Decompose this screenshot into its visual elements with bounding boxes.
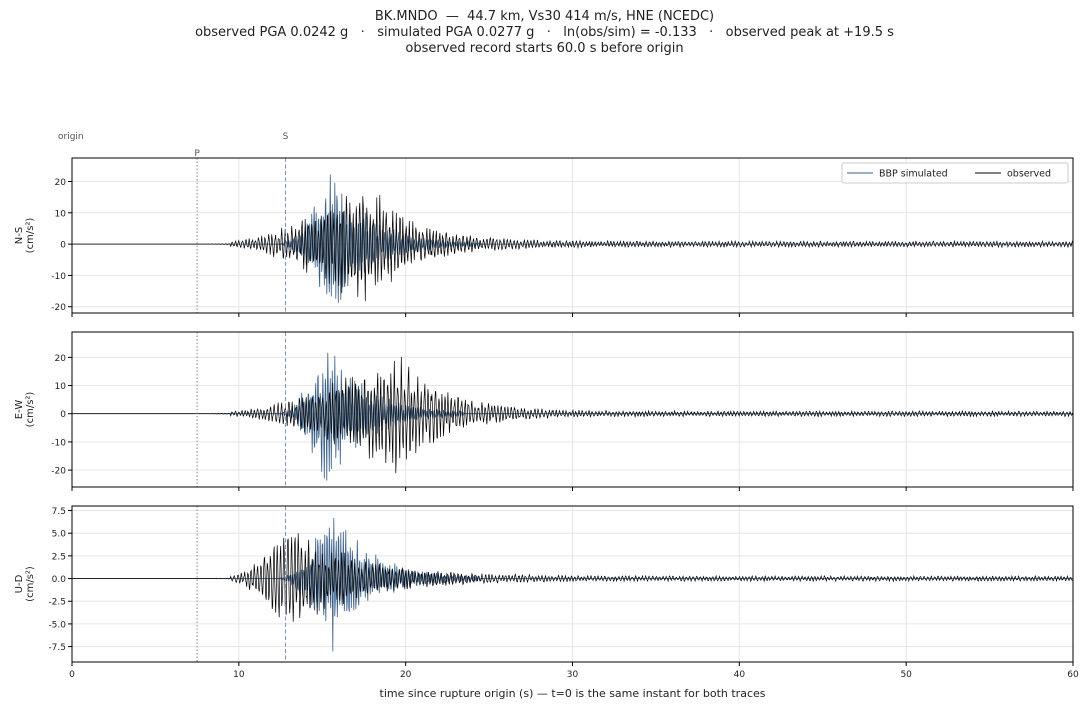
series-observed-line [72, 356, 1074, 474]
y-tick-label: 10 [55, 382, 67, 392]
y-tick-label: -5.0 [48, 620, 66, 630]
legend: BBP simulated observed [841, 162, 1069, 184]
y-tick-label: -7.5 [48, 643, 66, 653]
legend-entry: BBP simulated [879, 169, 948, 180]
y-tick-label: 0 [60, 241, 66, 251]
legend-entry: observed [1007, 169, 1051, 180]
x-tick-label: 50 [900, 670, 912, 680]
panel-e-w: -20 -10 0 10 20 E-W(cm/s²) [14, 331, 1074, 491]
y-axis-label: E-W(cm/s²) [14, 392, 36, 428]
panel-n-s: -20 -10 0 10 20 N-S(cm/s²) BBP simulated observ… [14, 157, 1074, 317]
series-bbp-simulated-line [72, 174, 1073, 303]
marker-label-s: S [283, 132, 289, 142]
y-tick-label: -20 [51, 467, 66, 477]
y-tick-label: 10 [55, 209, 67, 219]
marker-label-p: P [194, 149, 200, 159]
y-tick-label: 20 [55, 178, 67, 188]
x-tick-label: 60 [1067, 670, 1079, 680]
y-tick-label: -2.5 [48, 598, 66, 608]
y-tick-label: 20 [55, 354, 67, 364]
chart-title-pga: observed PGA 0.0242 g · simulated PGA 0.… [195, 25, 894, 40]
series-observed-line [72, 533, 1074, 622]
legend-box [841, 162, 1069, 184]
chart-title-record-start: observed record starts 60.0 s before ori… [405, 41, 684, 56]
x-tick-label: 30 [567, 670, 579, 680]
x-tick-label: 40 [734, 670, 746, 680]
chart-title-station: BK.MNDO — 44.7 km, Vs30 414 m/s, HNE (NC… [374, 9, 715, 24]
series-bbp-simulated-line [72, 352, 1073, 481]
x-tick-label: 10 [233, 670, 245, 680]
x-tick-label: 20 [400, 670, 412, 680]
y-tick-label: -10 [51, 272, 66, 282]
y-tick-label: 2.5 [52, 552, 66, 562]
x-tick-label: 0 [69, 670, 75, 680]
y-tick-label: 5.0 [52, 530, 67, 540]
y-tick-label: 7.5 [52, 507, 66, 517]
y-tick-label: -20 [51, 303, 66, 313]
series-observed-line [72, 195, 1074, 302]
y-tick-label: 0.0 [52, 575, 67, 585]
y-tick-label: -10 [51, 438, 66, 448]
y-axis-label: N-S(cm/s²) [14, 218, 36, 254]
y-tick-label: 0 [60, 410, 66, 420]
marker-label-origin: origin [58, 132, 84, 142]
y-axis-label: U-D(cm/s²) [14, 566, 36, 602]
x-axis-label: time since rupture origin (s) — t=0 is t… [380, 687, 766, 700]
panel-u-d: -7.5 -5.0 -2.5 0.0 2.5 5.0 7.5 0 10 20 30 40 50 60 U-D… [14, 505, 1079, 680]
